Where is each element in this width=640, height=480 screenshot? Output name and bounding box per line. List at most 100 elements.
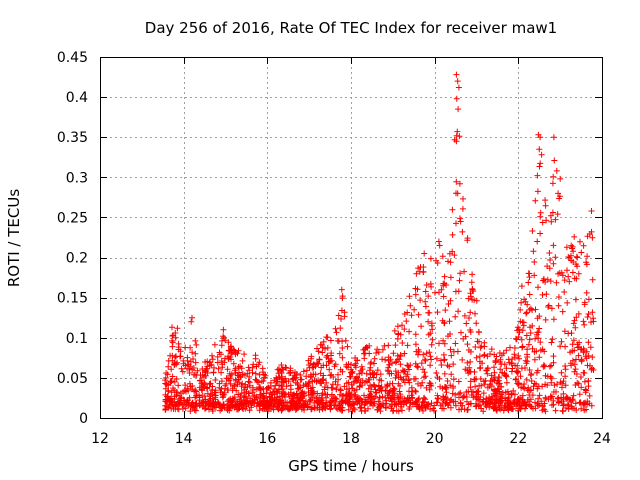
data-point-53 xyxy=(413,270,420,277)
x-tick-label-24: 24 xyxy=(593,431,611,447)
data-point-1708 xyxy=(221,334,227,341)
data-point-86 xyxy=(396,388,403,395)
data-point-1582 xyxy=(523,310,530,317)
data-point-2194 xyxy=(259,365,266,372)
data-point-1547 xyxy=(209,383,216,390)
data-point-1956 xyxy=(192,387,199,394)
data-point-1760 xyxy=(497,393,504,400)
data-point-1519 xyxy=(220,391,227,398)
data-point-1796 xyxy=(475,403,482,410)
data-point-669 xyxy=(426,349,433,356)
data-point-318 xyxy=(539,219,546,226)
data-point-2095 xyxy=(280,389,287,396)
data-point-1929 xyxy=(273,403,280,410)
data-point-644 xyxy=(560,401,567,408)
data-point-1561 xyxy=(553,388,559,395)
data-point-2112 xyxy=(289,393,296,400)
data-point-1346 xyxy=(526,274,533,281)
data-point-2075 xyxy=(366,393,373,400)
data-point-2008 xyxy=(203,365,210,372)
data-point-1254 xyxy=(427,353,434,360)
data-point-2171 xyxy=(282,404,289,411)
data-point-1463 xyxy=(555,399,562,405)
data-point-1568 xyxy=(531,259,538,265)
data-point-1951 xyxy=(330,374,337,380)
data-point-1773 xyxy=(527,324,533,331)
data-point-1919 xyxy=(319,399,326,406)
data-point-1832 xyxy=(564,267,570,274)
data-point-1793 xyxy=(324,344,331,351)
data-point-1980 xyxy=(537,339,544,346)
data-point-1422 xyxy=(533,381,540,388)
data-point-1933 xyxy=(574,379,581,386)
data-point-1281 xyxy=(211,341,218,348)
data-point-1455 xyxy=(267,379,274,386)
data-point-1617 xyxy=(524,396,531,403)
data-point-21 xyxy=(450,361,457,368)
data-point-713 xyxy=(456,390,462,397)
data-point-1661 xyxy=(513,368,520,375)
data-point-1465 xyxy=(397,361,404,368)
data-point-1865 xyxy=(392,342,399,349)
data-point-1475 xyxy=(422,405,429,412)
data-point-797 xyxy=(232,370,239,376)
data-point-1426 xyxy=(571,368,578,375)
data-point-309 xyxy=(371,355,378,362)
data-point-2040 xyxy=(491,351,498,358)
data-point-1302 xyxy=(560,408,566,415)
data-point-1370 xyxy=(515,381,522,388)
data-point-1798 xyxy=(317,370,324,377)
data-point-2128 xyxy=(203,385,210,392)
data-point-89 xyxy=(448,352,455,359)
data-point-1647 xyxy=(465,347,472,353)
data-point-1472 xyxy=(252,370,259,377)
data-point-1269 xyxy=(559,308,566,315)
data-point-1771 xyxy=(412,291,419,298)
data-point-1754 xyxy=(384,381,391,388)
data-point-4 xyxy=(473,354,480,361)
data-point-2138 xyxy=(348,369,354,376)
data-point-1662 xyxy=(509,356,516,363)
data-point-1502 xyxy=(328,352,334,359)
data-point-1911 xyxy=(528,378,535,384)
data-point-2088 xyxy=(383,397,390,404)
data-point-1801 xyxy=(385,364,392,371)
data-point-2159 xyxy=(343,392,350,399)
data-point-1696 xyxy=(526,367,533,373)
data-point-565 xyxy=(449,206,456,213)
data-point-1378 xyxy=(335,371,341,378)
data-point-1360 xyxy=(452,402,459,409)
data-point-2104 xyxy=(298,392,305,399)
data-point-2123 xyxy=(249,369,256,376)
data-point-1813 xyxy=(223,375,230,382)
data-point-1253 xyxy=(408,384,415,391)
data-point-1613 xyxy=(506,404,512,411)
data-point-2191 xyxy=(515,395,522,402)
data-point-1285 xyxy=(532,306,539,313)
data-point-1020 xyxy=(363,370,370,377)
data-point-2204 xyxy=(455,106,462,113)
data-point-2200 xyxy=(453,71,460,78)
data-point-313 xyxy=(550,173,557,180)
data-point-2007 xyxy=(229,395,236,402)
data-point-1624 xyxy=(519,343,526,350)
data-point-1924 xyxy=(232,377,239,384)
data-point-1473 xyxy=(262,372,269,379)
data-point-547 xyxy=(335,312,342,319)
data-point-785 xyxy=(519,392,526,399)
data-point-1182 xyxy=(239,357,246,364)
data-point-1484 xyxy=(476,329,482,336)
data-point-1604 xyxy=(526,392,533,398)
x-tick-label-14: 14 xyxy=(175,431,193,447)
data-point-1912 xyxy=(318,364,325,371)
data-point-1357 xyxy=(441,319,447,326)
data-point-926 xyxy=(562,405,569,411)
data-point-1318 xyxy=(339,354,346,361)
data-point-1961 xyxy=(404,395,411,402)
data-point-791 xyxy=(540,275,547,282)
data-point-1486 xyxy=(500,350,507,357)
data-point-1899 xyxy=(425,401,432,408)
data-point-1844 xyxy=(481,352,488,359)
data-point-763 xyxy=(423,384,430,391)
data-point-2211 xyxy=(536,146,543,153)
